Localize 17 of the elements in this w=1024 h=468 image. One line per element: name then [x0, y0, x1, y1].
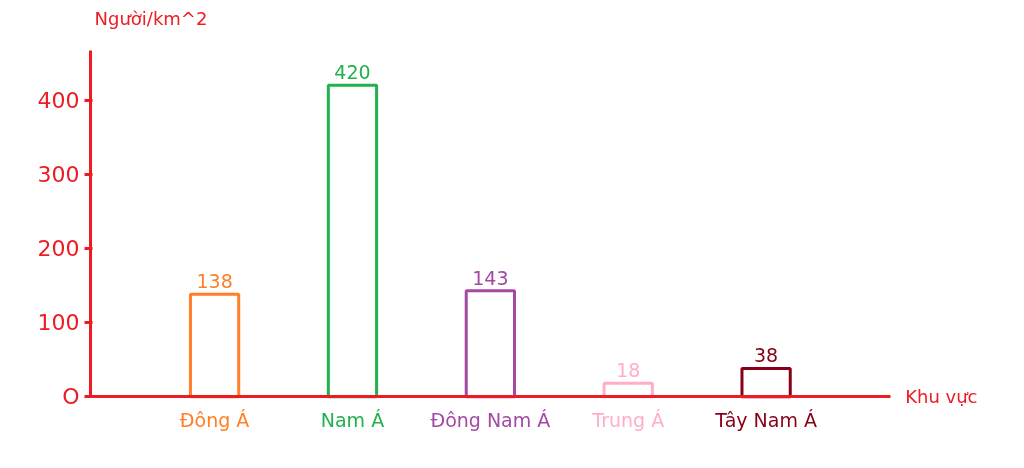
y-axis-title: Người/km^2: [94, 7, 208, 29]
x-tick-label: Nam Á: [320, 408, 385, 431]
y-tick-label: 100: [37, 310, 80, 336]
data-label: 38: [754, 344, 779, 367]
y-tick-label: 200: [37, 235, 80, 261]
data-label: 18: [616, 359, 641, 382]
y-tick-label: 300: [37, 161, 80, 187]
x-axis-title: Khu vực: [905, 386, 978, 408]
x-tick-label: Tây Nam Á: [714, 408, 817, 431]
data-label: 420: [334, 61, 371, 84]
y-tick-label: 400: [37, 87, 80, 113]
data-label: 138: [196, 270, 233, 293]
x-tick-label: Đông Á: [179, 408, 250, 431]
x-tick-label: Đông Nam Á: [430, 408, 551, 431]
data-label: 143: [472, 266, 509, 289]
y-tick-label: O: [62, 384, 80, 410]
x-tick-label: Trung Á: [591, 408, 665, 431]
